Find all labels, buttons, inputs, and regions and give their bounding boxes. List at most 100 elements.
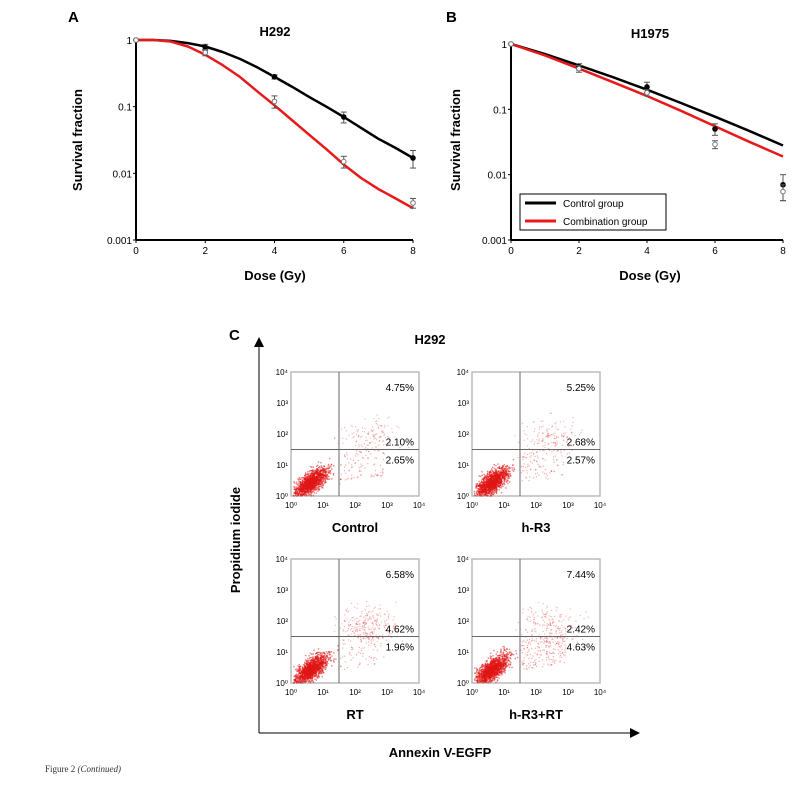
panel-b-letter: B [446, 9, 457, 26]
data-point-combination [203, 50, 208, 55]
y-tick-label: 10³ [276, 586, 288, 595]
y-tick-label: 10⁴ [457, 368, 470, 377]
x-tick-label: 6 [712, 246, 718, 257]
y-tick-label: 10³ [276, 399, 288, 408]
annexin-axis-arrowhead [630, 728, 640, 738]
fit-line-combination [511, 44, 783, 157]
flow-plot-h-r3: 10⁰10⁰10¹10¹10²10²10³10³10⁴10⁴5.25%2.68%… [457, 368, 607, 535]
x-tick-label: 10⁴ [413, 501, 426, 510]
y-tick-label: 10¹ [457, 461, 469, 470]
quadrant-upper-percent: 4.62% [386, 625, 414, 636]
flow-plot-rt: 10⁰10⁰10¹10¹10²10²10³10³10⁴10⁴6.58%4.62%… [276, 555, 426, 722]
quadrant-upper-percent: 2.10% [386, 438, 414, 449]
quadrant-lower-percent: 1.96% [386, 643, 414, 654]
flow-plot-label: RT [346, 707, 363, 722]
x-tick-label: 10⁴ [594, 688, 607, 697]
panel-c-ylabel: Propidium iodide [228, 487, 243, 593]
fit-line-combination [136, 40, 413, 208]
quadrant-lower-percent: 2.65% [386, 456, 414, 467]
caption-note: (Continued) [78, 764, 122, 774]
quadrant-top-right-percent: 4.75% [386, 383, 414, 394]
data-point-control [341, 115, 346, 120]
y-tick-label: 10² [457, 430, 469, 439]
y-tick-label: 10⁴ [276, 368, 289, 377]
quadrant-lower-percent: 2.57% [567, 456, 595, 467]
quadrant-lower-percent: 4.63% [567, 643, 595, 654]
x-tick-label: 10¹ [317, 688, 329, 697]
y-tick-label: 0.001 [482, 236, 507, 247]
y-tick-label: 10⁰ [276, 679, 288, 688]
data-point-combination [509, 42, 514, 47]
data-point-control [713, 127, 718, 132]
x-tick-label: 10¹ [498, 501, 510, 510]
y-tick-label: 10⁰ [457, 679, 469, 688]
x-tick-label: 10² [349, 501, 361, 510]
legend-label-combination: Combination group [563, 217, 648, 228]
y-tick-label: 10² [276, 617, 288, 626]
flow-plot-label: Control [332, 520, 378, 535]
panel-a-xlabel: Dose (Gy) [244, 268, 305, 283]
panel-c-letter: C [229, 327, 240, 344]
data-point-control [411, 156, 416, 161]
y-tick-label: 10³ [457, 399, 469, 408]
data-point-combination [645, 90, 650, 95]
x-tick-label: 2 [202, 246, 208, 257]
x-tick-label: 10² [349, 688, 361, 697]
y-tick-label: 0.01 [488, 171, 508, 182]
x-tick-label: 10¹ [498, 688, 510, 697]
data-point-control [272, 75, 277, 80]
panel-a-title: H292 [259, 24, 290, 39]
x-tick-label: 10⁰ [285, 688, 297, 697]
x-tick-label: 10³ [562, 501, 574, 510]
data-point-combination [577, 66, 582, 71]
x-tick-label: 10⁰ [285, 501, 297, 510]
y-tick-label: 10⁰ [276, 492, 288, 501]
flow-plots: 10⁰10⁰10¹10¹10²10²10³10³10⁴10⁴4.75%2.10%… [276, 368, 607, 722]
flow-plot-h-r3-plus-rt: 10⁰10⁰10¹10¹10²10²10³10³10⁴10⁴7.44%2.42%… [457, 555, 607, 722]
figure-caption: Figure 2 (Continued) [45, 764, 121, 774]
panel-c-xlabel: Annexin V-EGFP [389, 745, 492, 760]
y-tick-label: 10⁰ [457, 492, 469, 501]
quadrant-upper-percent: 2.42% [567, 625, 595, 636]
legend: Control group Combination group [520, 194, 666, 230]
panel-b-xlabel: Dose (Gy) [619, 268, 680, 283]
pi-axis-arrowhead [254, 337, 264, 347]
panel-a-ylabel: Survival fraction [70, 89, 85, 191]
data-point-control [203, 45, 208, 50]
x-tick-label: 8 [780, 246, 786, 257]
x-tick-label: 4 [644, 246, 650, 257]
data-point-combination [341, 159, 346, 164]
y-tick-label: 1 [501, 40, 507, 51]
quadrant-upper-percent: 2.68% [567, 438, 595, 449]
panel-b-title: H1975 [631, 26, 669, 41]
x-tick-label: 4 [272, 246, 278, 257]
x-tick-label: 10² [530, 688, 542, 697]
x-tick-label: 10⁰ [466, 501, 478, 510]
flow-plot-control: 10⁰10⁰10¹10¹10²10²10³10³10⁴10⁴4.75%2.10%… [276, 368, 426, 535]
data-point-combination [781, 189, 786, 194]
x-tick-label: 10⁰ [466, 688, 478, 697]
x-tick-label: 6 [341, 246, 347, 257]
y-tick-label: 10² [276, 430, 288, 439]
x-tick-label: 10¹ [317, 501, 329, 510]
y-tick-label: 1 [126, 36, 132, 47]
panel-c: C H292 Propidium iodide Annexin V-EGFP 1… [228, 327, 640, 760]
panel-b-ylabel: Survival fraction [448, 89, 463, 191]
y-tick-label: 10¹ [276, 461, 288, 470]
x-tick-label: 0 [508, 246, 514, 257]
caption-main: Figure 2 [45, 764, 75, 774]
x-tick-label: 10⁴ [413, 688, 426, 697]
legend-label-control: Control group [563, 199, 624, 210]
y-tick-label: 10⁴ [457, 555, 470, 564]
x-tick-label: 0 [133, 246, 139, 257]
y-tick-label: 10¹ [457, 648, 469, 657]
y-tick-label: 0.01 [113, 169, 133, 180]
panel-c-title: H292 [414, 332, 445, 347]
data-point-combination [713, 142, 718, 147]
panel-a-letter: A [68, 9, 79, 26]
y-tick-label: 10² [457, 617, 469, 626]
quadrant-top-right-percent: 6.58% [386, 570, 414, 581]
